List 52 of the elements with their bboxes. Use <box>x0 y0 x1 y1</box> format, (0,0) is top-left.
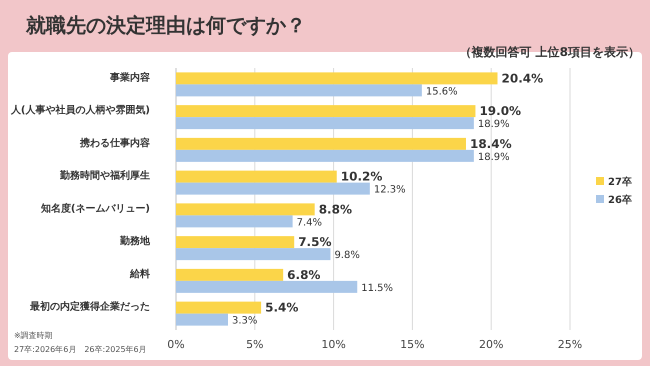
data-label: 7.5% <box>298 235 332 250</box>
legend-label: 26卒 <box>608 194 632 206</box>
bar <box>176 302 262 314</box>
bar <box>176 84 422 96</box>
bar <box>176 170 337 183</box>
y-tick-label: 人(人事や社員の人柄や雰囲気) <box>10 104 150 116</box>
legend-label: 27卒 <box>608 176 632 188</box>
y-tick-label: 携わる仕事内容 <box>79 136 150 149</box>
bar <box>176 314 228 326</box>
data-label: 20.4% <box>502 71 544 86</box>
x-tick-label: 5% <box>246 338 264 351</box>
bar <box>176 117 474 130</box>
x-tick-label: 0% <box>167 338 185 351</box>
data-label: 3.3% <box>232 316 258 327</box>
bar <box>176 150 474 162</box>
text: 27卒:2026年6月 26卒:2025年6月 <box>14 345 147 354</box>
x-tick-label: 25% <box>558 338 582 351</box>
bar <box>176 72 498 84</box>
data-label: 6.8% <box>287 268 320 282</box>
y-tick-label: 給料 <box>129 268 150 280</box>
bar <box>176 280 358 293</box>
data-label: 15.6% <box>426 86 458 98</box>
data-label: 8.8% <box>318 202 352 216</box>
bar <box>176 138 466 150</box>
data-label: 18.9% <box>478 119 510 130</box>
bar <box>176 248 330 260</box>
x-tick-label: 10% <box>321 338 346 351</box>
bar <box>176 105 476 118</box>
bar <box>176 215 293 228</box>
bar <box>176 182 370 195</box>
bar <box>176 236 294 248</box>
data-label: 11.5% <box>361 282 394 294</box>
x-tick-label: 20% <box>478 338 504 351</box>
chart-title: 就職先の決定理由は何ですか？ <box>25 13 306 37</box>
data-label: 10.2% <box>340 170 382 184</box>
bar <box>176 268 284 281</box>
data-label: 5.4% <box>265 300 298 315</box>
data-label: 12.3% <box>374 184 406 196</box>
data-label: 7.4% <box>296 217 322 228</box>
y-tick-label: 事業内容 <box>109 71 150 84</box>
chart-subtitle: （複数回答可 上位8項目を表示） <box>459 45 640 59</box>
data-label: 19.0% <box>479 104 522 118</box>
data-label: 9.8% <box>334 250 360 262</box>
y-tick-label: 知名度(ネームバリュー) <box>40 202 150 214</box>
data-label: 18.4% <box>470 136 512 151</box>
bar <box>176 203 315 216</box>
x-tick-label: 15% <box>400 338 425 351</box>
y-tick-label: 勤務地 <box>119 235 151 248</box>
y-tick-label: 最初の内定獲得企業だった <box>29 300 150 313</box>
text: ※調査時期 <box>14 331 53 340</box>
y-tick-label: 勤務時間や福利厚生 <box>59 170 150 182</box>
data-label: 18.9% <box>478 152 510 163</box>
